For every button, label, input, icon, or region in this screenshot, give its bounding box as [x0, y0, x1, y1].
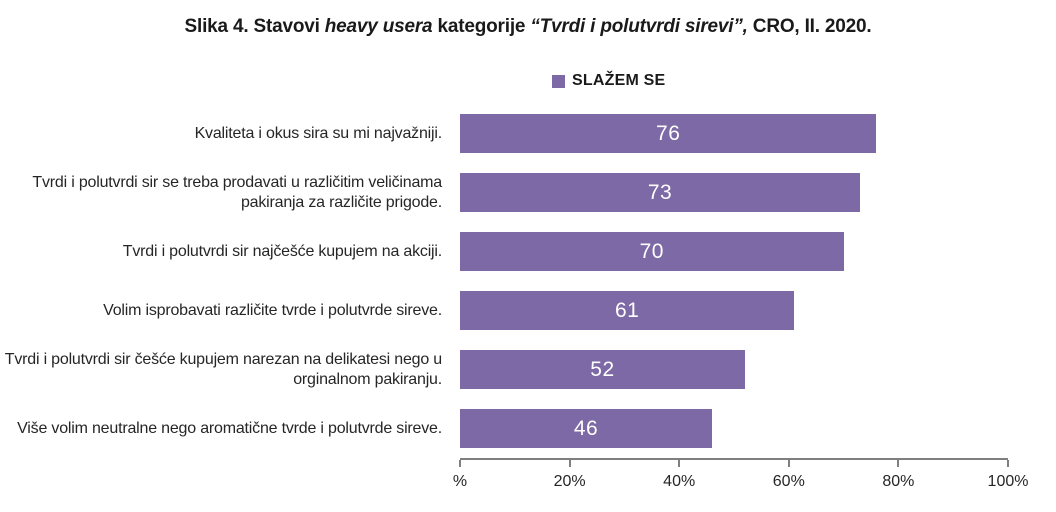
bar: 46 — [460, 409, 713, 448]
bar-track: 61 — [460, 291, 1008, 330]
axis-tick-label: 20% — [553, 473, 586, 490]
bar-track: 70 — [460, 232, 1008, 271]
legend-swatch-icon — [552, 74, 565, 88]
bar: 76 — [460, 114, 877, 153]
axis-tick — [678, 460, 681, 467]
axis-tick — [459, 460, 461, 467]
legend-label: SLAŽEM SE — [572, 72, 666, 89]
axis-tick-label: 100% — [987, 473, 1029, 490]
legend: SLAŽEM SE — [552, 72, 1056, 90]
axis-tick — [897, 460, 900, 467]
axis-tick — [568, 460, 571, 467]
axis-tick-label: % — [452, 473, 468, 490]
chart-row: Tvrdi i polutvrdi sir češće kupujem nare… — [0, 340, 1056, 399]
bar: 52 — [460, 350, 745, 389]
title-part-2-italic: heavy usera — [324, 16, 433, 37]
category-label: Tvrdi i polutvrdi sir češće kupujem nare… — [4, 350, 442, 388]
x-axis: % 20% 40% 60% 80% 100% — [453, 458, 1028, 500]
bar-value-label: 70 — [639, 239, 664, 263]
bar: 70 — [460, 232, 844, 271]
title-part-3: kategorije — [432, 16, 531, 37]
chart-row: Tvrdi i polutvrdi sir se treba prodavati… — [0, 163, 1056, 222]
axis-tick-label: 80% — [882, 473, 915, 490]
category-label: Više volim neutralne nego aromatične tvr… — [17, 419, 442, 437]
title-part-1: Slika 4. Stavovi — [184, 16, 325, 37]
bar-value-label: 61 — [614, 298, 640, 322]
bar-track: 52 — [460, 350, 1008, 389]
bar-track: 46 — [460, 409, 1008, 448]
bar: 61 — [460, 291, 795, 330]
chart-row: Više volim neutralne nego aromatične tvr… — [0, 399, 1056, 458]
bar-track: 73 — [460, 173, 1008, 212]
axis-tick — [1007, 460, 1009, 467]
axis-tick-label: 60% — [772, 473, 805, 490]
category-label: Tvrdi i polutvrdi sir se treba prodavati… — [32, 173, 442, 211]
axis-tick — [787, 460, 790, 467]
category-label: Volim isprobavati različite tvrde i polu… — [103, 301, 442, 319]
bar-value-label: 52 — [590, 357, 615, 381]
bar-track: 76 — [460, 114, 1008, 153]
chart-row: Kvaliteta i okus sira su mi najvažniji. 7… — [0, 104, 1056, 163]
bar-value-label: 46 — [573, 416, 599, 440]
category-label: Kvaliteta i okus sira su mi najvažniji. — [194, 124, 443, 142]
bar: 73 — [460, 173, 861, 212]
chart-rows: Kvaliteta i okus sira su mi najvažniji. 7… — [0, 104, 1056, 458]
chart-row: Tvrdi i polutvrdi sir najčešće kupujem n… — [0, 222, 1056, 281]
chart-title: Slika 4. Stavovi heavy usera kategorije … — [0, 0, 1056, 40]
title-part-4-italic: “Tvrdi i polutvrdi sirevi”, — [530, 16, 748, 37]
bar-chart: Kvaliteta i okus sira su mi najvažniji. 7… — [0, 104, 1056, 500]
axis-tick-label: 40% — [663, 473, 696, 490]
chart-row: Volim isprobavati različite tvrde i polu… — [0, 281, 1056, 340]
title-part-5: CRO, II. 2020. — [747, 16, 872, 37]
category-label: Tvrdi i polutvrdi sir najčešće kupujem n… — [122, 242, 442, 260]
bar-value-label: 73 — [647, 180, 673, 204]
bar-value-label: 76 — [656, 121, 681, 145]
